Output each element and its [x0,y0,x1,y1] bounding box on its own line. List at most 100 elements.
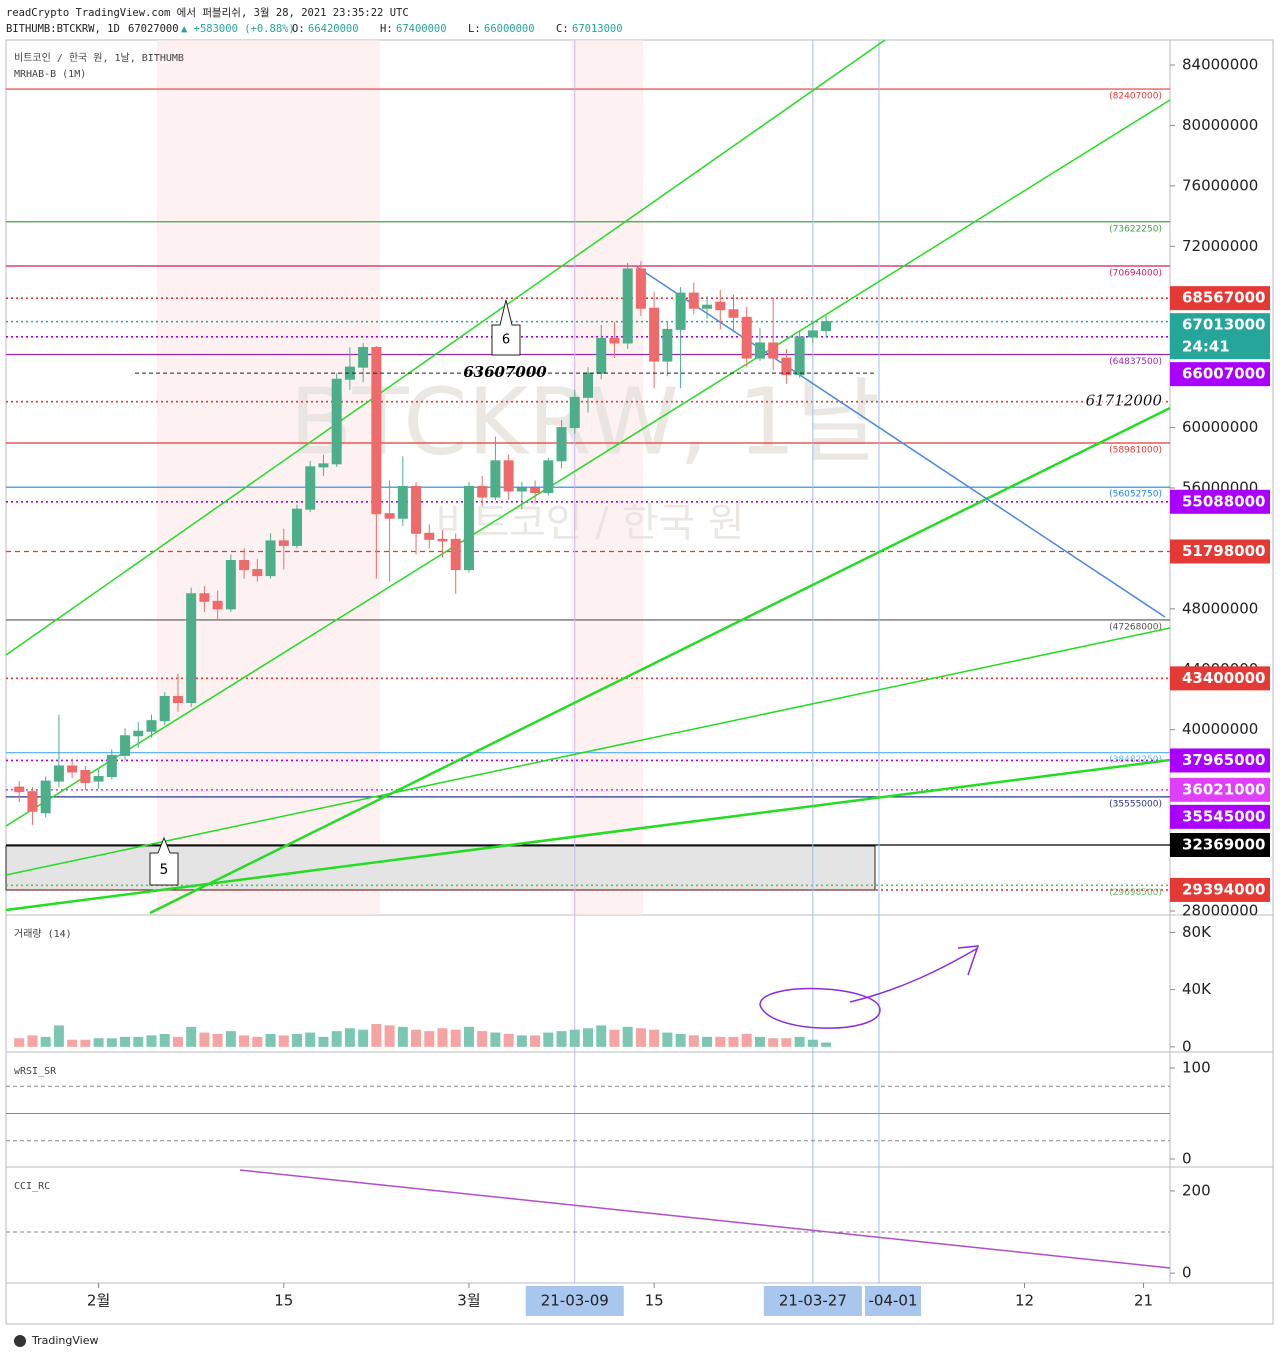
candle-body [530,487,541,494]
volume-bar [477,1031,488,1047]
axes: 84000000 80000000 76000000 72000000 60000000… [87,56,1270,1316]
price-badge-label: 67013000 [1182,316,1266,334]
ohlc-label: H: [380,23,393,35]
volume-bar [411,1029,422,1047]
ohlc-value: 66420000 [308,23,359,35]
candle-body [371,347,382,515]
y-tick-label: 76000000 [1182,176,1258,194]
volume-bar [768,1038,779,1047]
candle-body [225,560,236,610]
candle-body [278,540,289,546]
price-badge [1170,777,1270,802]
volume-bar [27,1035,38,1047]
callout [491,299,521,356]
price-badge [1170,313,1270,360]
volume-bar [239,1035,250,1047]
volume-bar [344,1028,355,1047]
volume-bar [503,1033,514,1047]
candle-body [688,292,699,309]
candle-body [781,357,792,376]
y-tick-label: 80000000 [1182,116,1258,134]
y-tick-label: 48000000 [1182,599,1258,617]
price-badge-label: 29394000 [1182,880,1266,898]
volume-bar [305,1032,316,1047]
price-badge [1170,286,1270,311]
price-badge [1170,804,1270,829]
ohlc-value: 67400000 [396,23,447,35]
level-label: (56052750) [1109,490,1162,500]
price-badge-label: 37965000 [1182,751,1266,769]
volume-bar [292,1033,302,1047]
y-tick-label: 100 [1182,1059,1211,1077]
price-badge-label: 43400000 [1182,669,1266,687]
candle-body [702,304,713,309]
y-tick-label: 40K [1182,980,1212,998]
volume-bar [596,1025,607,1047]
candle-body [463,485,474,571]
logo-icon [14,1335,26,1347]
candle-body [450,538,461,571]
y-tick-label: 84000000 [1182,56,1258,74]
candle-body [675,292,686,330]
trend-line [5,758,1171,912]
candle-body [159,695,170,722]
y-tick-label: 72000000 [1182,237,1258,255]
candle-body [397,485,408,519]
volume-bar [649,1029,660,1047]
volume-bar [14,1038,25,1047]
volume-bar [133,1036,144,1047]
x-highlight-label: 21-03-27 [779,1292,847,1310]
volume-bar [728,1036,739,1047]
candle-body [635,268,646,309]
x-tick-label: 2월 [87,1292,110,1310]
price-mark-label: 63607000 [463,363,547,381]
x-tick-label: 15 [274,1292,293,1310]
volume-bar [754,1036,765,1047]
volume-bar [252,1036,263,1047]
y-tick-label: 0 [1182,1037,1192,1055]
level-label: (38482250) [1109,755,1162,765]
ohlc-value: 67013000 [572,23,623,35]
level-label: (70694000) [1109,269,1162,279]
volume-bar [807,1039,818,1047]
x-tick-label: 15 [645,1292,664,1310]
trend-line [149,406,1171,915]
price-badge [1170,539,1270,564]
price-badge-label: 36021000 [1182,780,1266,798]
volume-bar [159,1033,170,1047]
level-label: (58981000) [1109,445,1162,455]
volume-bar [120,1036,131,1047]
x-highlight-box [763,1286,862,1316]
candle-body [768,342,779,359]
level-label: (82407000) [1109,92,1162,102]
candle-body [596,337,607,374]
candle-body [106,754,117,778]
highlight-zone [571,40,643,915]
candle-body [516,487,527,492]
volume-bar [622,1026,633,1047]
volume-bar [40,1036,51,1047]
volume-bar [146,1035,157,1047]
volume-bar [688,1035,699,1047]
trend-lines [5,39,1171,1269]
last-price: 67027000 [128,23,179,35]
candle-body [93,776,104,782]
candle-body [794,336,805,376]
candle-body [715,301,726,311]
candle-body [741,316,752,359]
footer-logo: TradingView [31,1334,98,1347]
panel-title: wRSI_SR [14,1066,57,1077]
volume-bar [80,1039,91,1047]
volume-bar [437,1028,448,1047]
candle-body [331,378,342,465]
candle-body [424,532,435,540]
volume-bar [397,1026,408,1047]
volume-bar [199,1032,210,1047]
callout [149,836,179,886]
candle-body [40,780,51,814]
volume-bar [371,1023,382,1047]
trend-line [636,266,1166,618]
ohlc-label: C: [556,23,569,35]
candle-body [292,508,302,546]
